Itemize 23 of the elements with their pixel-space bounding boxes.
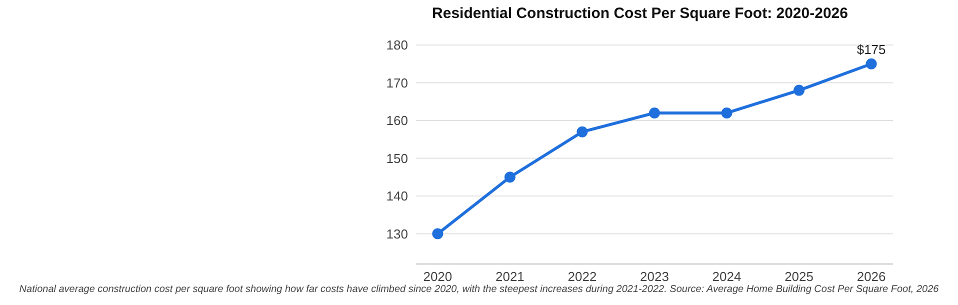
point [504, 172, 516, 183]
text: National average construction cost per square foot showing how far costs have climbed since 2020, with the steepest increases during 2021-2022. Source: Average Home Building Cost Per Square Foot, 2026 [18, 284, 940, 295]
x-tick-label: 2024 [712, 269, 742, 284]
y-tick-label: 130 [386, 226, 408, 242]
point [866, 58, 877, 70]
x-tick-label: 2020 [423, 269, 452, 284]
x-tick-label: 2025 [784, 269, 814, 284]
point [649, 107, 660, 118]
y-tick-label: 180 [386, 38, 408, 53]
point [432, 228, 444, 240]
point [576, 126, 588, 138]
chart-title: Residential Construction Cost Per Square Foot: 2020-2026 [431, 5, 849, 22]
point [794, 84, 805, 96]
x-tick-label: 2021 [495, 269, 524, 284]
x-tick-label: 2023 [640, 269, 669, 284]
y-tick-label: 170 [386, 75, 408, 90]
x-tick-label: 2026 [856, 269, 886, 284]
x-tick-label: 2022 [568, 269, 597, 284]
data-label: $175 [856, 42, 886, 57]
y-tick-label: 160 [386, 113, 408, 128]
y-tick-label: 150 [386, 150, 408, 166]
point [721, 107, 732, 118]
y-tick-label: 140 [386, 188, 408, 204]
